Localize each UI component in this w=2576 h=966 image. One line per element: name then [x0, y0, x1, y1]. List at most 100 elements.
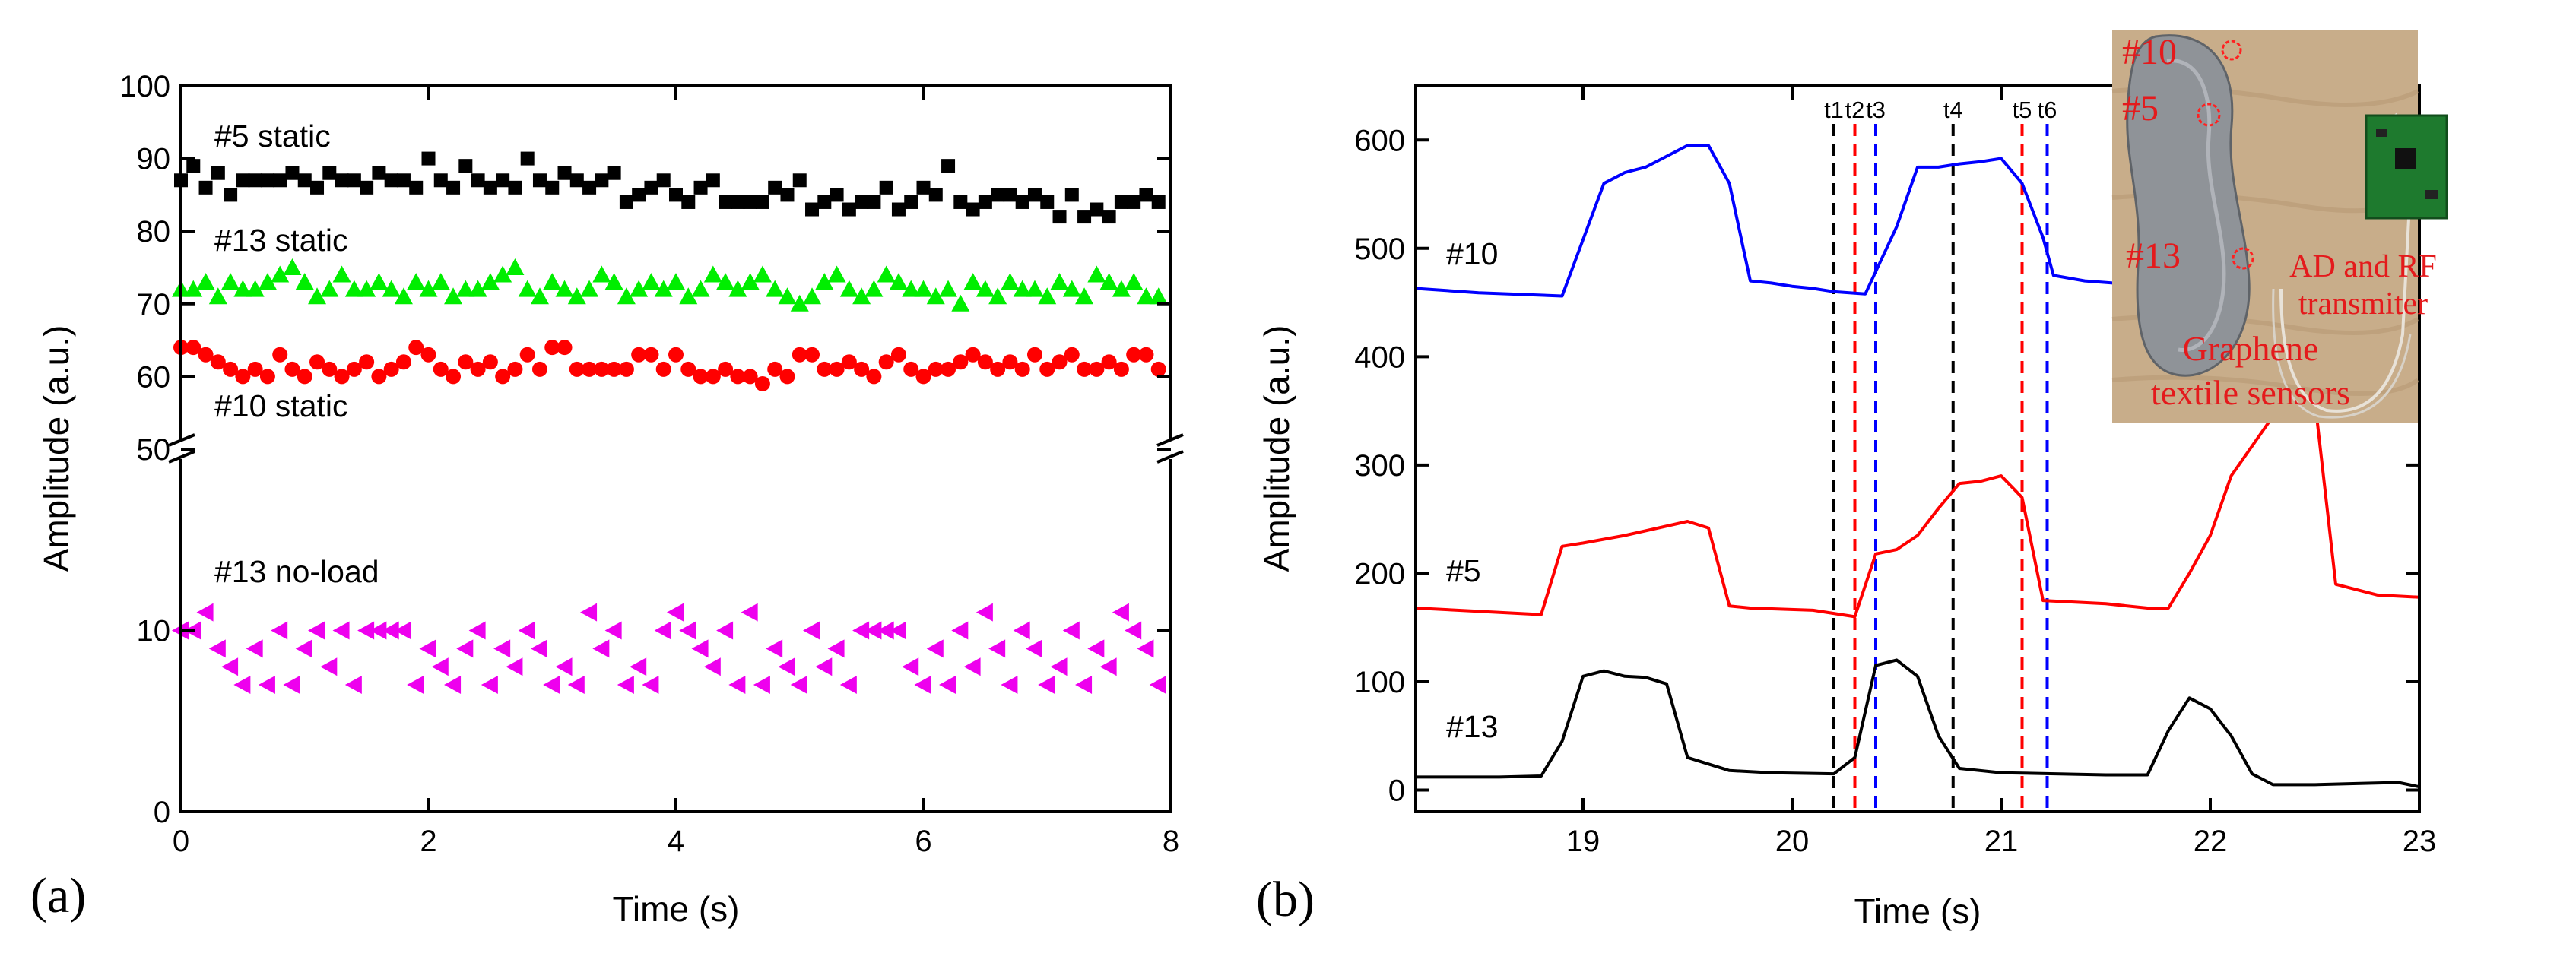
point-13-static	[431, 273, 450, 290]
point-13-static	[1137, 287, 1156, 305]
point-13-static	[716, 273, 735, 290]
point-10-static	[1002, 354, 1018, 370]
point-10-static	[1113, 361, 1129, 377]
point-10-static	[606, 361, 622, 377]
point-13-no-load	[988, 639, 1006, 658]
point-13-no-load	[1025, 639, 1042, 658]
point-13-static	[1099, 273, 1118, 290]
point-13-no-load	[555, 657, 573, 676]
point-5-static	[619, 195, 633, 209]
point-10-static	[631, 347, 647, 363]
point-13-static	[530, 287, 549, 305]
panel-a-xlabel: Time (s)	[613, 889, 740, 929]
point-10-static	[408, 340, 424, 356]
point-10-static	[458, 354, 474, 370]
point-13-static	[852, 287, 871, 305]
point-13-no-load	[481, 676, 498, 695]
series-5-static	[174, 151, 1166, 224]
point-5-static	[1139, 188, 1153, 202]
point-13-static	[370, 273, 389, 290]
point-13-static	[1001, 273, 1020, 290]
point-13-no-load	[332, 621, 350, 640]
point-5-static	[360, 180, 374, 195]
inset-photo-chip	[2425, 190, 2438, 199]
point-13-no-load	[753, 676, 770, 695]
point-5-static	[842, 202, 856, 217]
point-10-static	[655, 361, 671, 377]
point-5-static	[966, 202, 980, 217]
point-10-static	[507, 361, 523, 377]
point-5-static	[582, 180, 597, 195]
point-10-static	[482, 354, 498, 370]
point-5-static	[396, 173, 411, 188]
point-10-static	[767, 361, 783, 377]
point-13-no-load	[864, 621, 882, 640]
inset-label-ad-rf: AD and RF	[2289, 249, 2437, 284]
x-tick-label: 19	[1566, 825, 1600, 858]
x-tick-label: 4	[668, 825, 684, 858]
point-10-static	[544, 340, 560, 356]
point-5-static	[1040, 195, 1055, 209]
y-tick-label: 0	[1388, 774, 1405, 807]
point-5-static	[508, 180, 522, 195]
point-13-static	[642, 273, 661, 290]
panel-b-ann-5: #5	[1446, 553, 1481, 588]
point-13-no-load	[382, 621, 399, 640]
point-13-static	[567, 287, 586, 305]
point-10-static	[346, 361, 362, 377]
point-10-static	[680, 361, 696, 377]
point-13-static	[246, 280, 265, 297]
point-5-static	[1151, 195, 1166, 209]
point-13-static	[604, 273, 623, 290]
point-13-no-load	[271, 621, 288, 640]
point-13-static	[1149, 287, 1168, 305]
panel-b-vertical-markers: t1 t2 t3 t4 t5 t6	[1824, 97, 2057, 812]
point-13-static	[1087, 265, 1106, 283]
point-5-static	[545, 180, 560, 195]
y-tick-label: 90	[137, 143, 171, 176]
point-10-static	[1014, 361, 1030, 377]
panel-a-axis-break-mark	[168, 450, 195, 464]
panel-a-ann-13-static: #13 static	[214, 223, 348, 258]
point-10-static	[309, 354, 325, 370]
point-13-static	[543, 273, 562, 290]
point-13-no-load	[951, 621, 969, 640]
point-10-static	[334, 369, 350, 385]
point-5-static	[669, 188, 683, 202]
point-13-no-load	[283, 676, 300, 695]
inset-photo-cable	[2272, 288, 2412, 419]
point-5-static	[1090, 202, 1104, 217]
point-13-no-load	[667, 603, 684, 622]
point-10-static	[1126, 347, 1142, 363]
panel-b-plot-area	[1415, 144, 2420, 789]
point-13-static	[444, 287, 463, 305]
point-13-no-load	[902, 657, 919, 676]
point-13-static	[988, 287, 1007, 305]
point-5-static	[433, 173, 448, 188]
point-5-static	[297, 173, 312, 188]
point-5-static	[830, 188, 844, 202]
point-5-static	[1027, 188, 1042, 202]
point-13-no-load	[654, 621, 671, 640]
point-5-static	[953, 195, 968, 209]
point-13-static	[506, 258, 525, 275]
y-tick-label: 70	[137, 288, 171, 321]
vline-label-t5: t5	[2013, 97, 2032, 123]
point-13-no-load	[1050, 657, 1068, 676]
point-13-static	[617, 287, 636, 305]
point-13-no-load	[208, 639, 226, 658]
point-5-static	[409, 180, 424, 195]
vline-label-t2: t2	[1845, 97, 1865, 123]
inset-photo-chip	[2395, 148, 2416, 169]
point-13-no-load	[1001, 676, 1018, 695]
point-13-static	[939, 280, 958, 297]
point-13-static	[877, 265, 896, 283]
point-13-static	[1062, 280, 1081, 297]
inset-photo: #10 #5 #13 AD and RF transmiter Graphene…	[2111, 30, 2448, 423]
inset-photo-grain	[2111, 86, 2419, 396]
point-13-no-load	[506, 657, 523, 676]
point-13-no-load	[741, 603, 758, 622]
point-10-static	[420, 347, 436, 363]
point-13-static	[864, 280, 884, 297]
